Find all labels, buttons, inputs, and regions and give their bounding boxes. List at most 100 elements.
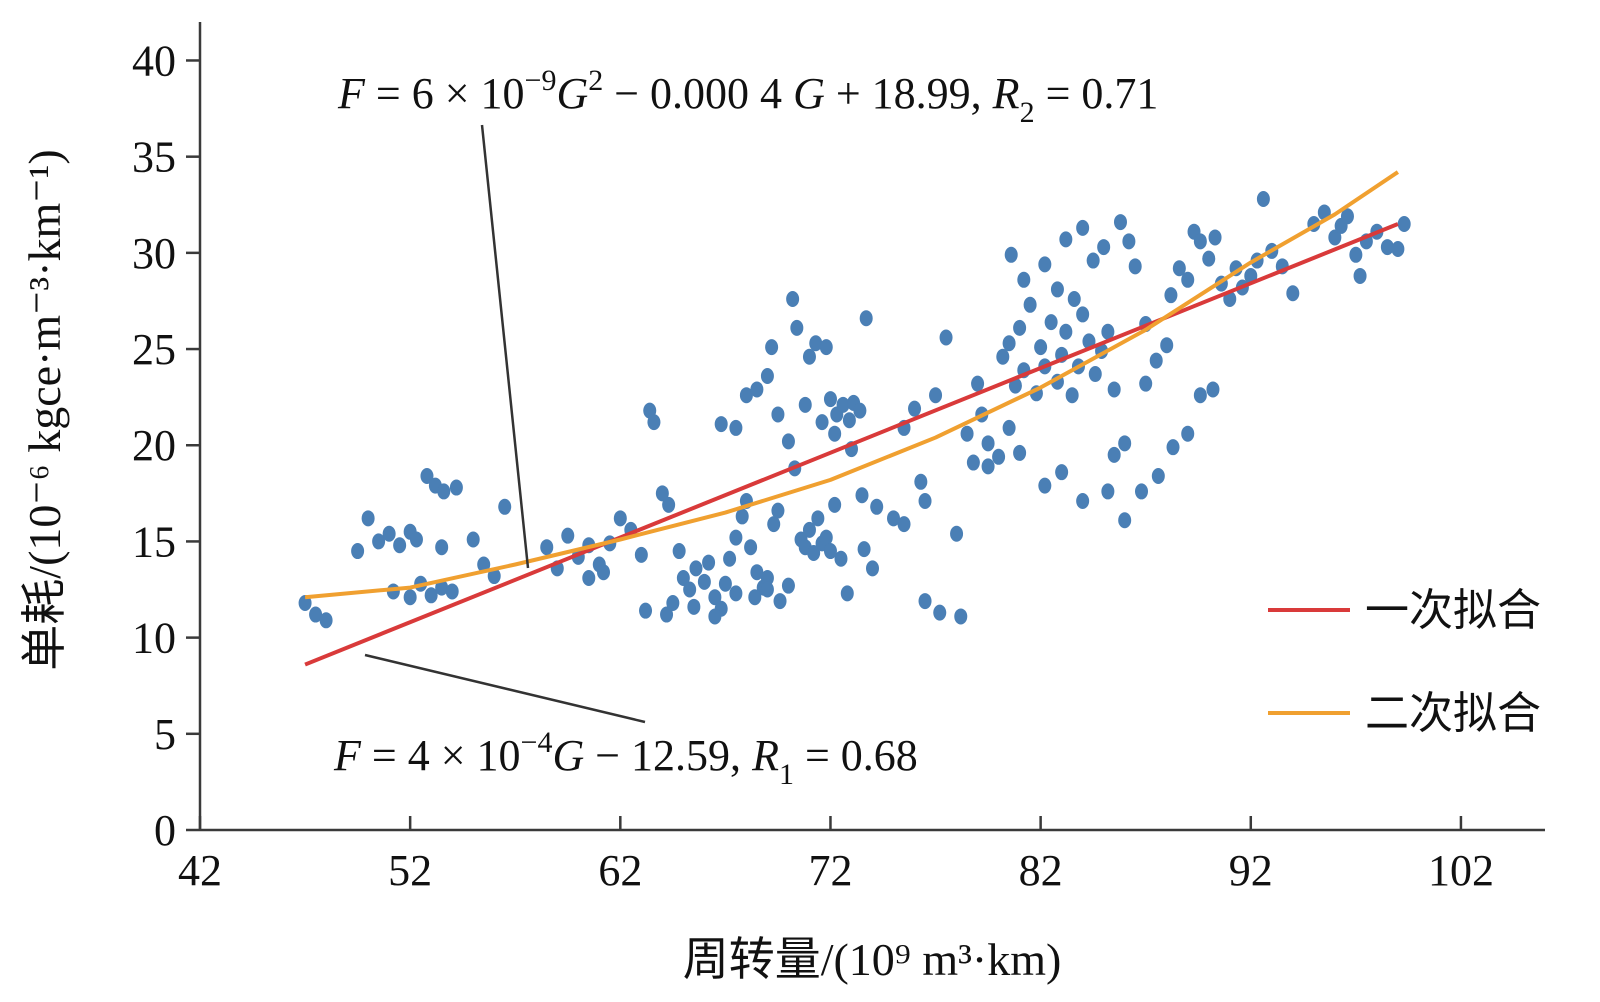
data-point: [1086, 252, 1100, 269]
data-point: [393, 537, 407, 554]
y-axis-title: 单耗/(10⁻⁶ kgce·m⁻³·km⁻¹): [19, 149, 70, 670]
data-point: [1059, 323, 1073, 340]
x-ticks: 42 52 62 72 82 92 102: [178, 816, 1494, 895]
data-point: [1208, 229, 1222, 246]
data-point: [613, 510, 627, 527]
data-point: [918, 493, 932, 510]
data-point: [1122, 233, 1136, 250]
data-point: [718, 575, 732, 592]
data-point: [309, 606, 323, 623]
data-point: [933, 604, 947, 621]
data-point: [828, 425, 842, 442]
data-point: [1067, 291, 1081, 308]
data-point: [971, 375, 985, 392]
data-point: [723, 550, 737, 567]
data-point: [815, 414, 829, 431]
data-point: [855, 487, 869, 504]
data-point: [929, 387, 943, 404]
data-point: [1055, 464, 1069, 481]
data-point: [1340, 208, 1354, 225]
data-point: [687, 598, 701, 615]
data-point: [1139, 375, 1153, 392]
y-tick-label: 5: [154, 710, 176, 759]
data-point: [639, 602, 653, 619]
data-point: [1050, 281, 1064, 298]
fit-lines: [304, 170, 1400, 667]
data-point: [597, 564, 610, 581]
data-point: [981, 435, 995, 452]
data-point: [1113, 214, 1127, 231]
data-point: [1164, 287, 1178, 304]
data-point: [449, 479, 463, 496]
data-point: [1118, 435, 1132, 452]
x-tick-label: 62: [598, 846, 642, 895]
data-point: [750, 381, 764, 398]
data-point: [1181, 425, 1195, 442]
y-tick-label: 20: [132, 421, 176, 470]
data-point: [771, 406, 785, 423]
data-point: [466, 531, 480, 548]
data-point: [760, 569, 774, 586]
y-tick-label: 35: [132, 133, 176, 182]
data-point: [735, 508, 749, 525]
data-point: [361, 510, 375, 527]
data-point: [1206, 381, 1220, 398]
data-point: [809, 335, 823, 352]
data-point: [1256, 190, 1270, 207]
data-point: [729, 585, 743, 602]
data-point: [708, 608, 722, 625]
data-point: [1002, 419, 1016, 436]
data-point: [435, 539, 449, 556]
data-point: [1349, 246, 1363, 263]
data-point: [1004, 246, 1018, 263]
data-point: [811, 510, 825, 527]
data-point: [802, 521, 816, 538]
legend-label-quadratic: 二次拟合: [1365, 688, 1541, 739]
data-point: [702, 554, 716, 571]
data-point: [1065, 387, 1079, 404]
data-point: [1101, 483, 1115, 500]
data-point: [697, 573, 711, 590]
data-point: [1202, 250, 1216, 267]
data-point: [1166, 439, 1180, 456]
data-point: [424, 587, 438, 604]
data-point: [840, 585, 854, 602]
data-point: [1160, 337, 1174, 354]
data-point: [781, 577, 795, 594]
data-point: [807, 544, 821, 561]
data-point: [1017, 271, 1031, 288]
x-tick-label: 52: [388, 846, 432, 895]
data-point: [1149, 352, 1163, 369]
data-point: [1101, 323, 1115, 340]
data-point: [1038, 256, 1052, 273]
x-tick-label: 82: [1019, 846, 1063, 895]
data-point: [445, 583, 459, 600]
data-point: [1076, 306, 1090, 323]
data-point: [853, 402, 867, 419]
data-point: [1034, 339, 1048, 356]
data-point: [760, 581, 774, 598]
y-tick-label: 40: [132, 36, 176, 85]
data-point: [689, 560, 703, 577]
linear-fit-line: [304, 222, 1399, 667]
data-point: [996, 348, 1010, 365]
data-point: [403, 589, 417, 606]
y-tick-label: 30: [132, 229, 176, 278]
data-point: [666, 594, 680, 611]
data-point: [842, 412, 856, 429]
data-point: [760, 367, 774, 384]
x-axis-title: 周转量/(10⁹ m³·km): [683, 934, 1062, 985]
data-point: [771, 502, 785, 519]
data-point: [819, 529, 833, 546]
data-point: [767, 516, 781, 533]
data-point: [1181, 271, 1195, 288]
x-tick-label: 72: [808, 846, 852, 895]
data-point: [823, 391, 837, 408]
y-tick-label: 15: [132, 517, 176, 566]
data-point: [1107, 381, 1121, 398]
data-point: [1286, 285, 1300, 302]
data-point: [1151, 468, 1165, 485]
data-point: [1044, 314, 1058, 331]
data-point: [655, 485, 669, 502]
